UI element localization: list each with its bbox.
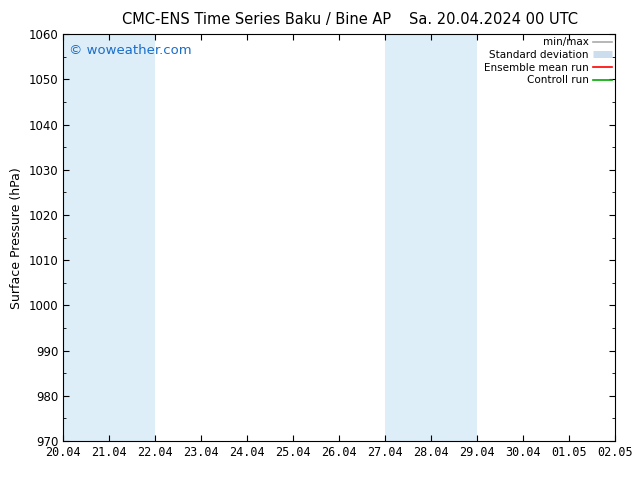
Bar — [385, 34, 477, 441]
Bar — [63, 34, 155, 441]
Legend: min/max, Standard deviation, Ensemble mean run, Controll run: min/max, Standard deviation, Ensemble me… — [484, 37, 612, 85]
Text: CMC-ENS Time Series Baku / Bine AP: CMC-ENS Time Series Baku / Bine AP — [122, 12, 391, 27]
Text: © woweather.com: © woweather.com — [69, 45, 191, 57]
Text: Sa. 20.04.2024 00 UTC: Sa. 20.04.2024 00 UTC — [409, 12, 578, 27]
Y-axis label: Surface Pressure (hPa): Surface Pressure (hPa) — [10, 167, 23, 309]
